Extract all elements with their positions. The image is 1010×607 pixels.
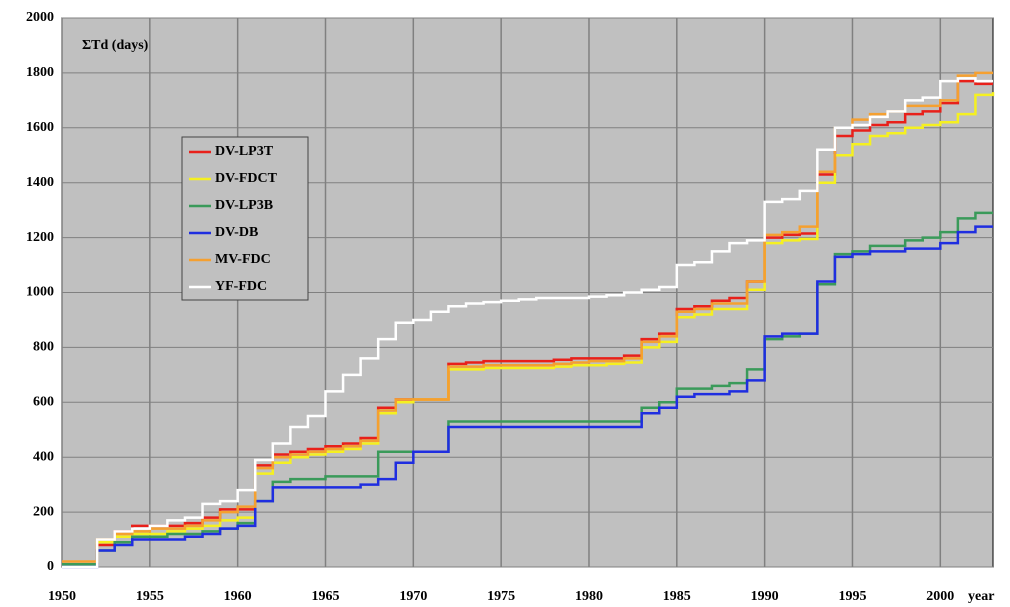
y-tick-label: 400	[33, 449, 54, 464]
legend-label: DV-LP3T	[215, 144, 274, 159]
legend-label: DV-FDCT	[215, 171, 278, 186]
x-tick-label: 1960	[224, 589, 252, 604]
legend-label: YF-FDC	[215, 279, 267, 294]
y-tick-label: 0	[47, 559, 54, 574]
x-tick-label: 1985	[663, 589, 691, 604]
y-tick-label: 200	[33, 504, 54, 519]
x-tick-label: 1965	[311, 589, 339, 604]
y-tick-label: 800	[33, 340, 54, 355]
y-tick-label: 1200	[26, 230, 54, 245]
series-line	[62, 225, 993, 569]
legend-box	[181, 136, 309, 301]
y-axis-label: ΣTd (days)	[82, 38, 149, 53]
x-axis-label: year	[968, 589, 994, 604]
legend-label: MV-FDC	[215, 252, 271, 267]
y-tick-label: 600	[33, 395, 54, 410]
legend-label: DV-DB	[215, 225, 258, 240]
y-tick-label: 2000	[26, 10, 54, 25]
x-tick-label: 1950	[48, 589, 76, 604]
x-tick-label: 1970	[399, 589, 427, 604]
x-tick-label: 2000	[926, 589, 954, 604]
x-tick-label: 1990	[751, 589, 779, 604]
series-line	[62, 77, 993, 569]
series-line	[62, 92, 995, 566]
y-tick-label: 1600	[26, 120, 54, 135]
x-tick-label: 1980	[575, 589, 603, 604]
x-tick-label: 1995	[838, 589, 866, 604]
x-tick-label: 1955	[136, 589, 164, 604]
y-tick-label: 1800	[26, 65, 54, 80]
y-tick-label: 1000	[26, 285, 54, 300]
series-line	[62, 79, 993, 566]
y-tick-label: 1400	[26, 175, 54, 190]
legend-label: DV-LP3B	[215, 198, 273, 213]
x-tick-label: 1975	[487, 589, 515, 604]
